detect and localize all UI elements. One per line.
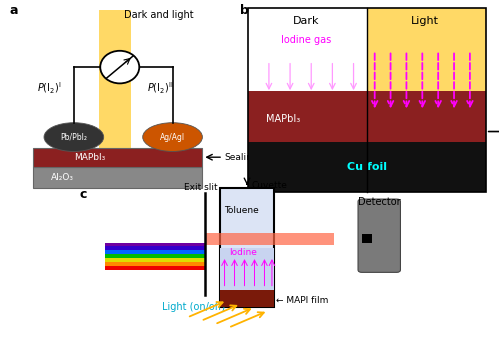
Text: MAPbI₃: MAPbI₃ — [266, 114, 300, 124]
Text: Exit slit: Exit slit — [184, 183, 218, 192]
FancyBboxPatch shape — [105, 242, 205, 246]
FancyBboxPatch shape — [105, 246, 205, 250]
Text: Cuvette: Cuvette — [252, 181, 288, 190]
Text: Al₂O₃: Al₂O₃ — [51, 173, 74, 182]
FancyBboxPatch shape — [248, 91, 486, 142]
Text: Dark and light: Dark and light — [124, 10, 194, 20]
FancyBboxPatch shape — [105, 254, 205, 258]
Text: Detector: Detector — [358, 197, 401, 207]
Text: Sealing: Sealing — [224, 153, 258, 162]
FancyBboxPatch shape — [105, 250, 205, 254]
FancyBboxPatch shape — [105, 258, 205, 262]
Text: b: b — [240, 4, 249, 17]
Text: a: a — [9, 4, 18, 17]
Text: Light (on/off): Light (on/off) — [162, 302, 226, 312]
Text: Toluene: Toluene — [225, 206, 259, 215]
Text: Dark: Dark — [293, 16, 319, 26]
FancyBboxPatch shape — [362, 234, 372, 244]
FancyBboxPatch shape — [32, 167, 203, 188]
Circle shape — [100, 51, 139, 83]
Text: ← MAPI film: ← MAPI film — [276, 296, 328, 305]
FancyBboxPatch shape — [248, 142, 486, 192]
Text: Iodine: Iodine — [230, 248, 257, 257]
Text: Ag/AgI: Ag/AgI — [160, 132, 185, 142]
Text: Cu foil: Cu foil — [347, 162, 387, 172]
Text: Iodine gas: Iodine gas — [281, 36, 331, 45]
Ellipse shape — [44, 123, 104, 152]
Text: $P$(I$_2$)$^\mathrm{I}$: $P$(I$_2$)$^\mathrm{I}$ — [37, 81, 61, 96]
FancyBboxPatch shape — [220, 248, 274, 307]
FancyBboxPatch shape — [105, 262, 205, 266]
FancyBboxPatch shape — [105, 266, 205, 270]
Text: c: c — [80, 188, 87, 201]
FancyBboxPatch shape — [99, 10, 131, 173]
Ellipse shape — [143, 123, 203, 152]
FancyBboxPatch shape — [220, 188, 274, 307]
Text: $P$(I$_2$)$^\mathrm{II}$: $P$(I$_2$)$^\mathrm{II}$ — [147, 81, 174, 96]
FancyBboxPatch shape — [358, 199, 400, 272]
FancyBboxPatch shape — [220, 290, 274, 307]
FancyBboxPatch shape — [32, 148, 203, 167]
Text: Light: Light — [411, 16, 439, 26]
Text: MAPbI₃: MAPbI₃ — [74, 153, 105, 162]
FancyBboxPatch shape — [367, 8, 486, 111]
Text: Pb/PbI₂: Pb/PbI₂ — [60, 132, 87, 142]
FancyBboxPatch shape — [205, 233, 334, 245]
